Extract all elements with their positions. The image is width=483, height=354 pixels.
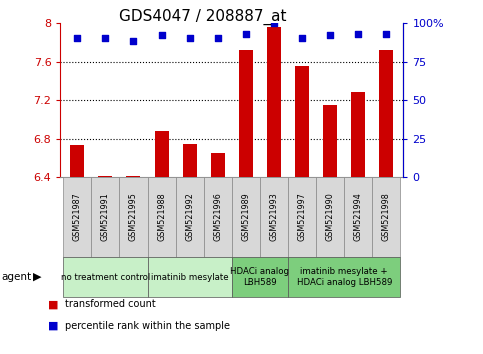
Bar: [183, 144, 197, 177]
Point: [270, 20, 278, 26]
Text: GDS4047 / 208887_at: GDS4047 / 208887_at: [119, 9, 286, 25]
Text: GSM521994: GSM521994: [354, 193, 363, 241]
Point: [383, 31, 390, 36]
Bar: [323, 105, 337, 177]
Text: GSM521993: GSM521993: [270, 193, 279, 241]
Point: [129, 39, 137, 44]
Text: GSM521988: GSM521988: [157, 193, 166, 241]
Bar: [70, 145, 84, 177]
Text: HDACi analog
LBH589: HDACi analog LBH589: [230, 267, 289, 287]
Text: percentile rank within the sample: percentile rank within the sample: [65, 321, 230, 331]
Text: GSM521991: GSM521991: [101, 193, 110, 241]
Text: ■: ■: [48, 299, 59, 309]
Point: [214, 35, 222, 41]
Text: GSM521996: GSM521996: [213, 193, 222, 241]
Text: GSM521990: GSM521990: [326, 193, 335, 241]
Text: GSM521987: GSM521987: [73, 193, 82, 241]
Bar: [239, 50, 253, 177]
Bar: [155, 131, 169, 177]
Text: imatinib mesylate +
HDACi analog LBH589: imatinib mesylate + HDACi analog LBH589: [297, 267, 392, 287]
Text: imatinib mesylate: imatinib mesylate: [151, 273, 228, 281]
Text: ▶: ▶: [33, 272, 42, 282]
Point: [298, 35, 306, 41]
Point: [355, 31, 362, 36]
Bar: [295, 66, 309, 177]
Text: GSM521995: GSM521995: [129, 192, 138, 241]
Text: GSM521989: GSM521989: [242, 193, 250, 241]
Bar: [99, 176, 113, 177]
Point: [242, 31, 250, 36]
Bar: [351, 92, 365, 177]
Point: [186, 35, 194, 41]
Point: [73, 35, 81, 41]
Text: transformed count: transformed count: [65, 299, 156, 309]
Text: no treatment control: no treatment control: [61, 273, 150, 281]
Text: GSM521997: GSM521997: [298, 192, 307, 241]
Bar: [127, 176, 141, 177]
Point: [158, 33, 166, 38]
Text: GSM521998: GSM521998: [382, 193, 391, 241]
Bar: [211, 153, 225, 177]
Point: [327, 33, 334, 38]
Text: ■: ■: [48, 321, 59, 331]
Text: GSM521992: GSM521992: [185, 192, 194, 241]
Bar: [380, 50, 394, 177]
Point: [101, 35, 109, 41]
Text: agent: agent: [1, 272, 31, 282]
Bar: [267, 27, 281, 177]
